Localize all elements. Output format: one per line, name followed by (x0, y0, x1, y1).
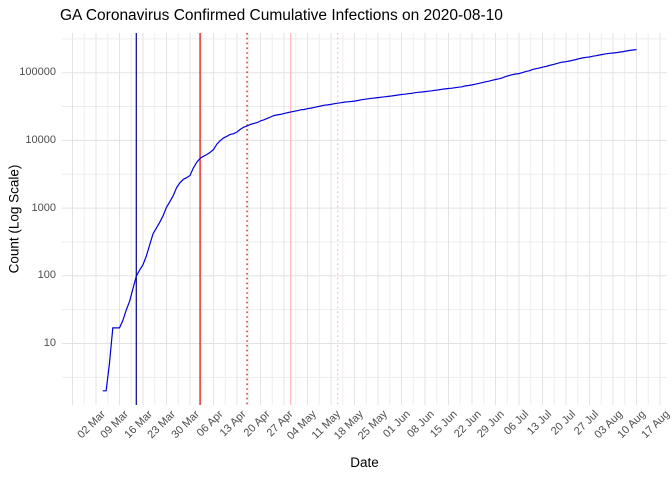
x-axis-title: Date (350, 455, 379, 470)
y-tick-label: 10 (43, 337, 56, 349)
y-tick-label: 100 (37, 269, 56, 282)
series-line (102, 49, 637, 392)
y-tick-label: 100000 (19, 66, 56, 79)
y-axis-title: Count (Log Scale) (6, 164, 22, 274)
y-tick-label: 1000 (31, 201, 56, 214)
chart-title: GA Coronavirus Confirmed Cumulative Infe… (60, 7, 503, 24)
y-tick-label: 10000 (25, 133, 56, 146)
